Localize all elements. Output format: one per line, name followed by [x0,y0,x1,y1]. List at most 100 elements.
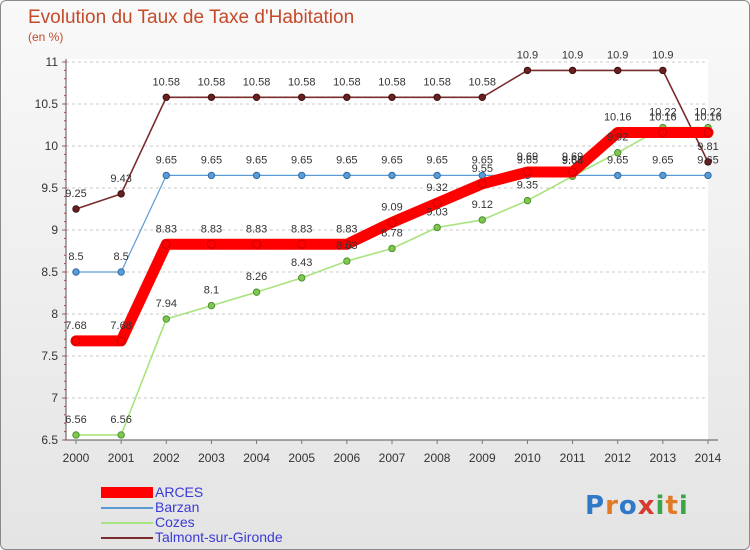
data-label: 10.58 [153,76,181,88]
data-label: 7.68 [110,320,131,332]
data-label: 6.56 [65,414,86,426]
data-label: 10.22 [694,107,722,119]
data-point [343,257,351,265]
data-label: 8.78 [381,227,402,239]
data-point [252,93,261,101]
legend-swatch [101,485,153,500]
chart-unit: (en %) [28,30,64,44]
x-tick-label: 2007 [379,451,406,465]
data-point [343,171,351,180]
data-point [342,239,352,249]
data-point [207,93,216,101]
data-label: 9.65 [336,154,357,166]
data-label: 8.43 [291,257,312,269]
data-label: 8.83 [156,223,177,235]
data-point [252,239,262,249]
data-point [478,216,486,224]
x-tick-label: 2009 [469,451,496,465]
data-point [659,66,667,75]
data-point [252,171,261,180]
data-label: 9.65 [246,154,267,166]
data-point [432,198,442,208]
data-label: 9.25 [65,188,86,200]
data-label: 10.9 [607,49,628,61]
data-label: 9.65 [291,154,312,166]
data-point [433,223,441,232]
data-label: 9.35 [517,180,538,192]
data-point [568,66,577,75]
x-tick-label: 2010 [514,451,541,465]
data-label: 10.16 [694,112,722,124]
data-label: 9.92 [607,132,628,144]
x-tick-label: 2001 [108,451,135,465]
data-label: 9.69 [562,151,583,163]
data-label: 10.58 [333,76,361,88]
y-tick-label: 10 [45,139,59,153]
data-label: 10.16 [604,112,632,124]
data-label: 8.83 [246,223,267,235]
data-label: 10.58 [378,76,406,88]
data-label: 9.65 [472,154,493,166]
data-label: 9.65 [426,154,447,166]
data-point [72,205,80,213]
y-tick-label: 8.5 [41,265,58,279]
data-point [477,179,487,189]
y-tick-label: 6.5 [41,433,58,447]
data-point [614,171,622,180]
data-point [252,288,261,296]
data-point [704,158,712,166]
data-point [433,93,441,101]
data-point [523,196,532,205]
data-point [614,66,622,75]
data-point [522,167,532,177]
x-tick-label: 2011 [560,451,586,465]
data-point [613,128,623,138]
x-tick-label: 2005 [288,451,315,465]
data-label: 9.64 [562,155,583,167]
data-point [207,301,216,310]
data-label: 8.83 [336,223,357,235]
data-label: 10.58 [469,76,497,88]
data-point [387,217,397,227]
data-label: 9.12 [472,199,493,211]
data-point [388,171,396,180]
y-tick-label: 11 [46,55,59,69]
x-tick-label: 2014 [695,451,722,465]
data-point [298,171,306,180]
data-label: 8.83 [201,223,222,235]
x-tick-label: 2012 [604,451,631,465]
data-label: 10.58 [288,76,316,88]
x-tick-label: 2004 [243,451,270,465]
data-point [614,149,622,157]
data-point [658,128,668,138]
y-tick-label: 8 [51,307,58,321]
data-point [297,239,307,249]
x-tick-label: 2008 [424,451,451,465]
data-label: 10.9 [652,49,673,61]
data-label: 9.65 [562,154,583,166]
data-label: 9.65 [697,154,718,166]
y-tick-label: 9.5 [41,181,58,195]
data-label: 9.09 [381,201,402,213]
data-point [388,244,396,253]
y-tick-label: 10.5 [35,97,59,111]
data-label: 10.58 [198,76,226,88]
legend-swatch [101,500,153,515]
data-point [161,239,171,249]
data-label: 8.83 [291,223,312,235]
data-point [72,431,80,439]
data-label: 10.16 [649,112,677,124]
data-point [388,93,396,101]
data-label: 10.22 [649,107,677,119]
data-label: 8.26 [246,271,267,283]
y-tick-label: 9 [51,223,58,237]
legend-label: Talmont-sur-Gironde [155,529,283,545]
data-point [523,66,532,75]
data-point [659,171,667,180]
x-tick-label: 2003 [198,451,225,465]
legend-label: Cozes [155,514,195,530]
data-point [117,190,125,198]
proxiti-logo: Proxiti [585,491,689,521]
